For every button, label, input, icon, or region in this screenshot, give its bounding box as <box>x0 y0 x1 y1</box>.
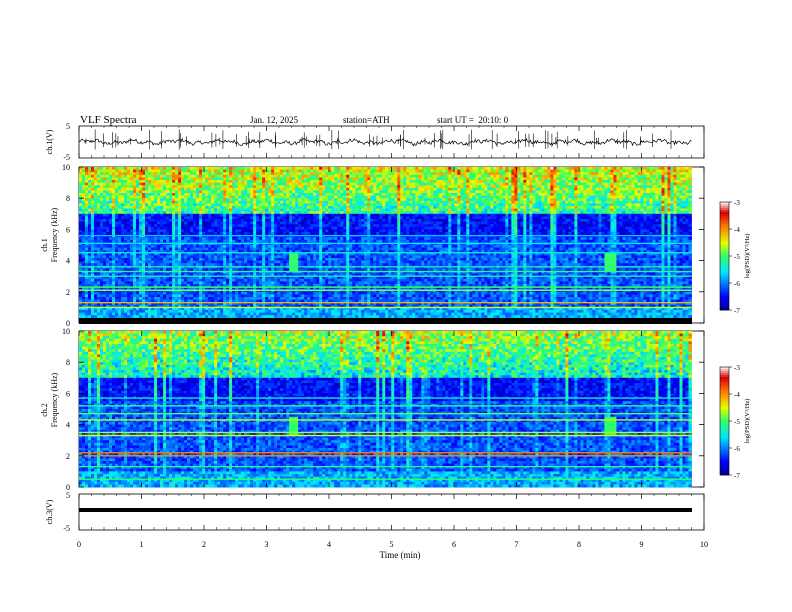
ch1-ylabel: ch.1(V) <box>45 129 54 154</box>
ch1-ytick-top: 5 <box>66 122 70 131</box>
spec-ytick-label: 10 <box>62 327 70 336</box>
ch2-colorbar: -3 -4 -5 -6 -7 log(PSD)(V²/Hz) <box>720 364 751 480</box>
ch1-spectrogram-image <box>79 167 692 323</box>
colorbar-tick-label: -7 <box>734 472 740 480</box>
spec-ytick-label: 6 <box>66 225 70 234</box>
separator-band-1 <box>79 318 692 324</box>
ch1-ytick-bottom: -5 <box>63 153 70 162</box>
time-tick-label: 1 <box>140 540 144 549</box>
vlf-spectra-figure: VLF Spectra Jan. 12, 2025 station=ATH st… <box>0 0 792 612</box>
ch3-ytick-bottom: -5 <box>63 524 70 533</box>
spec-ytick-label: 10 <box>62 163 70 172</box>
colorbar-label: log(PSD)(V²/Hz) <box>744 234 751 279</box>
time-tick-label: 5 <box>390 540 394 549</box>
time-tick-label: 3 <box>265 540 269 549</box>
spec-ytick-label: 4 <box>66 421 70 430</box>
time-tick-label: 10 <box>700 540 708 549</box>
colorbar-tick-label: -6 <box>734 280 740 288</box>
ch2-spec-ylabel-line1: ch.2 <box>40 403 49 417</box>
time-tick-label: 7 <box>515 540 519 549</box>
spec-ytick-label: 2 <box>66 288 70 297</box>
ch3-waveform-line <box>79 508 692 512</box>
station-label: station=ATH <box>343 115 390 125</box>
colorbar-label: log(PSD)(V²/Hz) <box>744 399 751 444</box>
colorbar-tick-label: -4 <box>734 391 740 399</box>
spec-ytick-label: 8 <box>66 194 70 203</box>
ch3-ylabel: ch.3(V) <box>45 499 54 524</box>
ch3-waveform-panel: 5 -5 ch.3(V) <box>45 491 704 533</box>
ch3-ytick-top: 5 <box>66 491 70 500</box>
ch1-waveform-panel: 5 -5 ch.1(V) <box>45 122 704 162</box>
colorbar-tick-label: -4 <box>734 226 740 234</box>
spec-ytick-label: 8 <box>66 358 70 367</box>
colorbar-tick-label: -7 <box>734 307 740 315</box>
colorbar-tick-label: -3 <box>734 199 740 207</box>
ch1-spec-ylabel-line1: ch.1 <box>40 238 49 252</box>
colorbar-tick-label: -5 <box>734 253 740 261</box>
time-tick-label: 6 <box>452 540 456 549</box>
time-tick-label: 2 <box>202 540 206 549</box>
spec-ytick-label: 6 <box>66 389 70 398</box>
ch1-spec-ylabel-line2: Frequency (kHz) <box>50 207 59 262</box>
colorbar-tick-label: -6 <box>734 445 740 453</box>
colorbar-tick-label: -5 <box>734 418 740 426</box>
time-axis-label: Time (min) <box>380 550 421 560</box>
time-tick-label: 4 <box>327 540 331 549</box>
time-tick-label: 9 <box>640 540 644 549</box>
spec-ytick-label: 4 <box>66 257 70 266</box>
figure-title: VLF Spectra <box>80 114 137 126</box>
time-tick-label: 8 <box>577 540 581 549</box>
ch1-colorbar: -3 -4 -5 -6 -7 log(PSD)(V²/Hz) <box>720 199 751 315</box>
date-label: Jan. 12, 2025 <box>250 115 298 125</box>
time-tick-label: 0 <box>77 540 81 549</box>
ch2-spectrogram-image <box>79 331 692 487</box>
start-time-label: start UT = 20:10: 0 <box>437 115 509 125</box>
spec-ytick-label: 2 <box>66 452 70 461</box>
ch2-spec-ylabel-line2: Frequency (kHz) <box>50 372 59 427</box>
colorbar-tick-label: -3 <box>734 364 740 372</box>
